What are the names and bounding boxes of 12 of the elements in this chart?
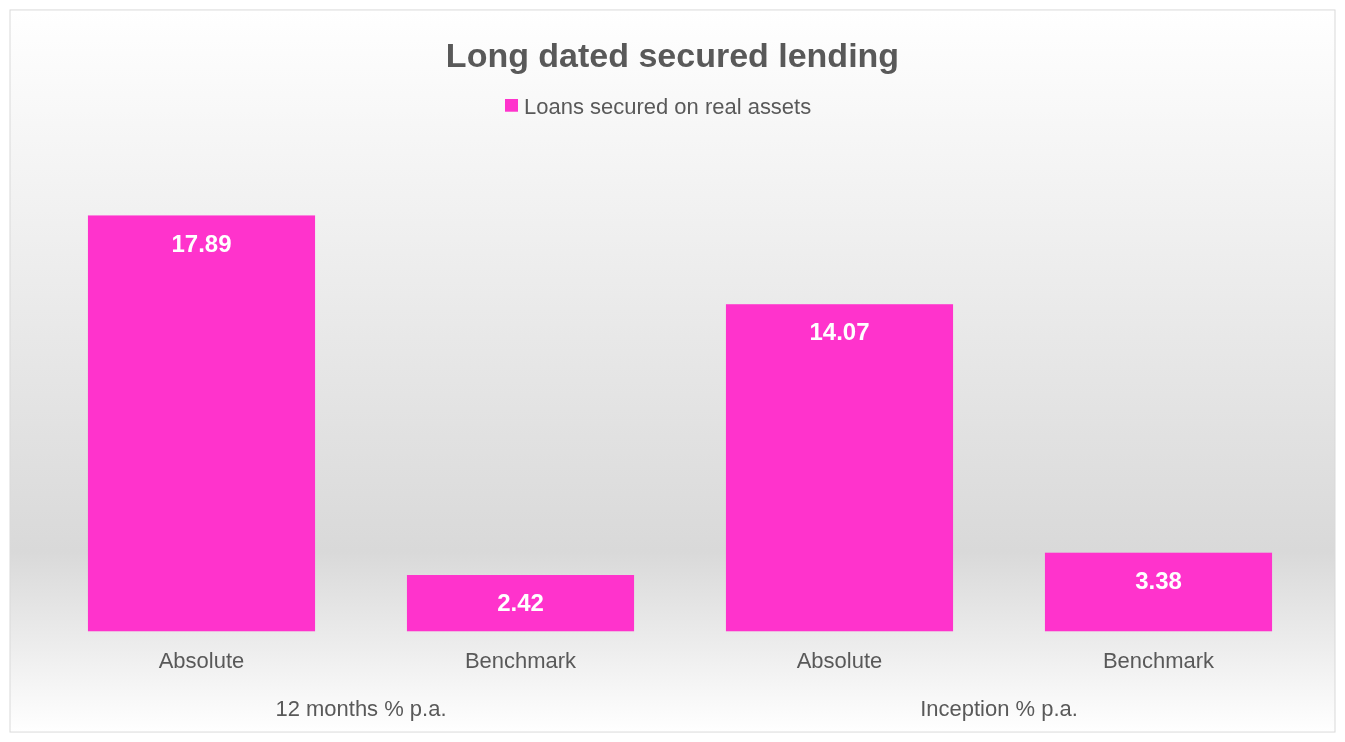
chart-title: Long dated secured lending — [445, 37, 900, 74]
data-label: 14.07 — [809, 319, 870, 346]
x-tick-label: Benchmark — [464, 648, 577, 674]
legend-label: Loans secured on real assets — [524, 93, 812, 119]
text: Inception % p.a. — [920, 696, 1078, 722]
data-label: 2.42 — [497, 590, 544, 617]
data-label: 3.38 — [1135, 568, 1182, 594]
x-tick-label: Absolute — [796, 648, 883, 674]
text: 12 months % p.a. — [275, 696, 447, 722]
data-label: 17.89 — [171, 230, 232, 257]
x-tick-label: Absolute — [158, 648, 245, 674]
x-tick-label: Benchmark — [1102, 648, 1215, 674]
